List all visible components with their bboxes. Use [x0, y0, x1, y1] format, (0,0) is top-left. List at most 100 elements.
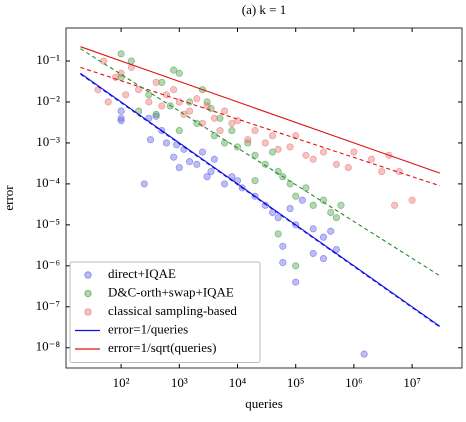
point: [210, 114, 218, 122]
point: [145, 91, 153, 99]
point: [198, 119, 207, 127]
point: [104, 98, 112, 106]
x-tick-label: 10⁴: [229, 375, 247, 390]
x-tick-label: 10²: [113, 375, 130, 390]
point: [175, 127, 183, 135]
line: [80, 72, 441, 327]
point: [332, 160, 340, 168]
x-axis-label: queries: [245, 396, 283, 411]
point: [170, 66, 178, 74]
point: [152, 112, 160, 120]
point: [332, 214, 340, 222]
point: [117, 117, 125, 125]
point: [175, 164, 183, 172]
legend-marker: [84, 308, 92, 316]
point: [274, 214, 282, 222]
point: [261, 139, 269, 147]
point: [332, 245, 340, 254]
point: [367, 155, 375, 163]
point: [360, 350, 368, 358]
point: [319, 255, 328, 263]
point: [327, 227, 335, 235]
point: [228, 127, 236, 135]
line: [80, 73, 441, 328]
point: [117, 50, 125, 58]
point: [216, 114, 224, 122]
y-tick-label: 10⁻³: [36, 134, 60, 149]
point: [350, 148, 358, 156]
point: [162, 139, 170, 147]
point: [135, 86, 143, 94]
point: [170, 86, 178, 94]
point: [170, 153, 178, 161]
legend-label: error=1/sqrt(queries): [108, 340, 216, 355]
point: [158, 102, 166, 110]
point: [203, 102, 211, 110]
point: [146, 136, 155, 144]
point: [251, 177, 259, 185]
point: [221, 139, 229, 147]
point: [302, 151, 310, 159]
point: [408, 196, 416, 204]
x-tick-label: 10⁷: [403, 375, 421, 390]
legend-marker: [84, 289, 92, 298]
line: [80, 48, 441, 277]
point: [378, 168, 386, 176]
point: [221, 107, 229, 115]
y-tick-label: 10⁻⁴: [36, 175, 61, 190]
point: [244, 136, 252, 144]
point: [117, 114, 125, 122]
point: [279, 259, 287, 267]
point: [292, 192, 300, 200]
point: [292, 262, 300, 270]
point: [233, 143, 242, 151]
legend-label: error=1/queries: [108, 321, 188, 336]
point: [162, 91, 170, 99]
point: [309, 155, 317, 163]
point: [286, 205, 294, 213]
point: [203, 98, 211, 106]
point: [228, 119, 236, 127]
point: [344, 164, 352, 172]
x-tick-label: 10⁶: [345, 375, 363, 390]
point: [268, 148, 277, 156]
line: [80, 46, 441, 174]
point: [152, 78, 160, 86]
point: [145, 98, 153, 106]
point: [207, 168, 215, 176]
point: [391, 201, 399, 209]
point: [261, 160, 269, 168]
point: [198, 148, 207, 156]
point: [117, 107, 125, 115]
point: [327, 208, 335, 217]
line: [80, 66, 441, 187]
legend-label: classical sampling-based: [108, 303, 237, 318]
point: [309, 225, 317, 233]
point: [122, 91, 130, 99]
legend-box: [69, 261, 261, 363]
point: [292, 278, 300, 286]
point: [319, 148, 328, 156]
point: [210, 155, 218, 163]
y-tick-label: 10⁻¹: [36, 52, 60, 67]
y-tick-label: 10⁻⁶: [36, 257, 60, 272]
point: [395, 168, 403, 176]
point: [337, 201, 345, 209]
point: [309, 201, 317, 209]
point: [279, 242, 287, 250]
x-tick-label: 10⁵: [287, 375, 305, 390]
point: [210, 132, 218, 140]
point: [193, 95, 201, 103]
point: [286, 143, 294, 151]
point: [158, 78, 166, 86]
chart-title: (a) k = 1: [242, 2, 287, 17]
point: [274, 230, 282, 238]
point: [298, 196, 306, 204]
point: [193, 160, 201, 168]
y-tick-label: 10⁻²: [36, 93, 60, 108]
point: [319, 233, 328, 241]
point: [251, 127, 259, 135]
point: [309, 249, 317, 258]
point: [186, 158, 194, 166]
